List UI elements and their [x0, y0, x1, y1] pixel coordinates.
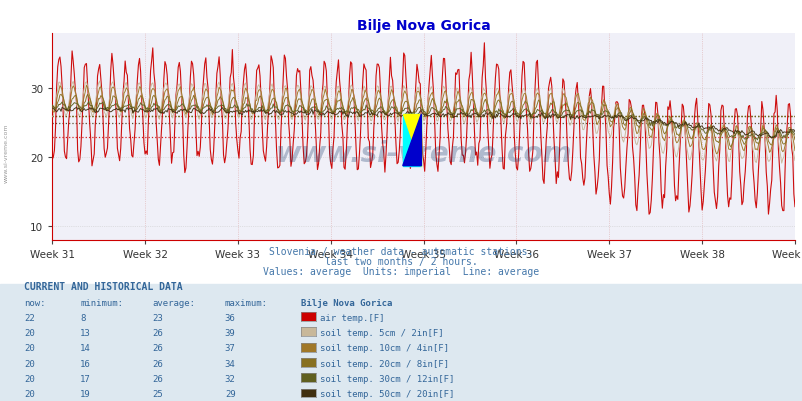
Text: 36: 36 [225, 313, 235, 322]
Text: soil temp. 30cm / 12in[F]: soil temp. 30cm / 12in[F] [319, 374, 453, 383]
Text: 34: 34 [225, 359, 235, 368]
Text: 26: 26 [152, 359, 163, 368]
Text: 23: 23 [152, 313, 163, 322]
Bar [403, 115, 421, 166]
Text: Bilje Nova Gorica: Bilje Nova Gorica [301, 298, 392, 307]
Text: minimum:: minimum: [80, 298, 124, 307]
Text: 26: 26 [152, 344, 163, 352]
Text: 19: 19 [80, 389, 91, 398]
Text: air temp.[F]: air temp.[F] [319, 313, 383, 322]
Text: 37: 37 [225, 344, 235, 352]
Text: 22: 22 [24, 313, 34, 322]
Text: 20: 20 [24, 359, 34, 368]
Text: 32: 32 [225, 374, 235, 383]
Text: 20: 20 [24, 328, 34, 337]
Title: Bilje Nova Gorica: Bilje Nova Gorica [356, 19, 490, 33]
Text: soil temp. 10cm / 4in[F]: soil temp. 10cm / 4in[F] [319, 344, 448, 352]
Text: soil temp. 5cm / 2in[F]: soil temp. 5cm / 2in[F] [319, 328, 443, 337]
Text: Values: average  Units: imperial  Line: average: Values: average Units: imperial Line: av… [263, 267, 539, 277]
Text: 14: 14 [80, 344, 91, 352]
Text: 20: 20 [24, 389, 34, 398]
Text: soil temp. 20cm / 8in[F]: soil temp. 20cm / 8in[F] [319, 359, 448, 368]
Polygon shape [403, 115, 421, 166]
Text: 20: 20 [24, 344, 34, 352]
Text: CURRENT AND HISTORICAL DATA: CURRENT AND HISTORICAL DATA [24, 282, 183, 292]
Text: 25: 25 [152, 389, 163, 398]
Text: maximum:: maximum: [225, 298, 268, 307]
Text: 17: 17 [80, 374, 91, 383]
Text: www.si-vreme.com: www.si-vreme.com [275, 140, 571, 168]
Text: 20: 20 [24, 374, 34, 383]
Text: 26: 26 [152, 328, 163, 337]
Text: 39: 39 [225, 328, 235, 337]
Text: 13: 13 [80, 328, 91, 337]
Text: 16: 16 [80, 359, 91, 368]
Text: Slovenia / weather data - automatic stations.: Slovenia / weather data - automatic stat… [269, 247, 533, 257]
Text: now:: now: [24, 298, 46, 307]
Text: last two months / 2 hours.: last two months / 2 hours. [325, 257, 477, 267]
Text: soil temp. 50cm / 20in[F]: soil temp. 50cm / 20in[F] [319, 389, 453, 398]
Text: 29: 29 [225, 389, 235, 398]
Text: www.si-vreme.com: www.si-vreme.com [4, 123, 9, 182]
Text: 8: 8 [80, 313, 86, 322]
Text: average:: average: [152, 298, 196, 307]
Text: 26: 26 [152, 374, 163, 383]
Polygon shape [403, 115, 421, 166]
